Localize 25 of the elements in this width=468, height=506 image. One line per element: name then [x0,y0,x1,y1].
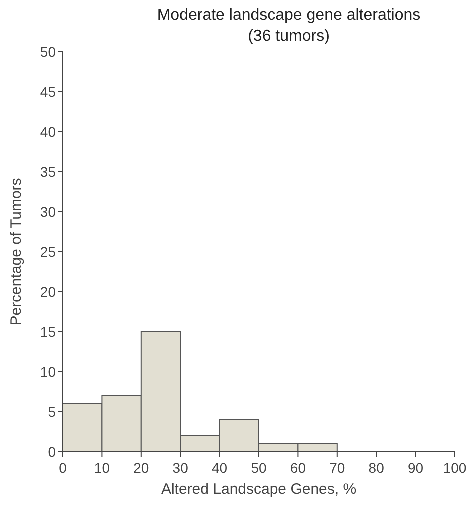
y-tick-label: 40 [40,124,56,140]
x-axis-title: Altered Landscape Genes, % [161,481,357,498]
x-tick-label: 90 [408,460,424,476]
y-tick-label: 10 [40,364,56,380]
x-tick-label: 20 [134,460,150,476]
y-axis-title: Percentage of Tumors [8,178,25,326]
y-tick-label: 30 [40,204,56,220]
x-tick-label: 10 [94,460,110,476]
x-tick-label: 0 [59,460,68,476]
x-tick-label: 80 [368,460,385,476]
x-tick-label: 60 [290,460,306,476]
y-tick-label: 5 [48,404,56,420]
y-tick-label: 15 [40,324,56,340]
y-tick-label: 25 [40,244,56,260]
y-tick-label: 35 [40,164,56,180]
x-tick-label: 30 [172,460,189,476]
x-tick-label: 100 [443,460,467,476]
y-tick-label: 45 [40,84,56,100]
y-tick-label: 20 [40,284,56,300]
x-tick-label: 70 [330,460,346,476]
x-tick-label: 50 [251,460,267,476]
chart-title: Moderate landscape gene alterations (36 tumors) [157,7,421,45]
y-tick-label: 0 [48,444,56,460]
y-tick-label: 50 [40,44,56,60]
x-tick-label: 40 [212,460,228,476]
